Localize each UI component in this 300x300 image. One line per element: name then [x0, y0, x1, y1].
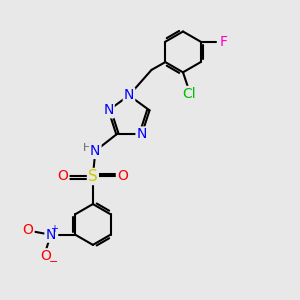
Text: F: F: [219, 35, 227, 49]
Text: Cl: Cl: [182, 87, 196, 101]
Text: O: O: [58, 169, 68, 184]
Text: S: S: [88, 169, 98, 184]
Text: +: +: [50, 224, 58, 234]
Text: N: N: [124, 88, 134, 102]
Text: O: O: [40, 249, 51, 263]
Text: N: N: [90, 144, 101, 158]
Text: O: O: [23, 223, 34, 237]
Text: N: N: [45, 228, 56, 242]
Text: O: O: [118, 169, 128, 184]
Text: N: N: [136, 128, 147, 142]
Text: H: H: [83, 143, 91, 153]
Text: N: N: [103, 103, 114, 117]
Text: −: −: [48, 257, 58, 267]
